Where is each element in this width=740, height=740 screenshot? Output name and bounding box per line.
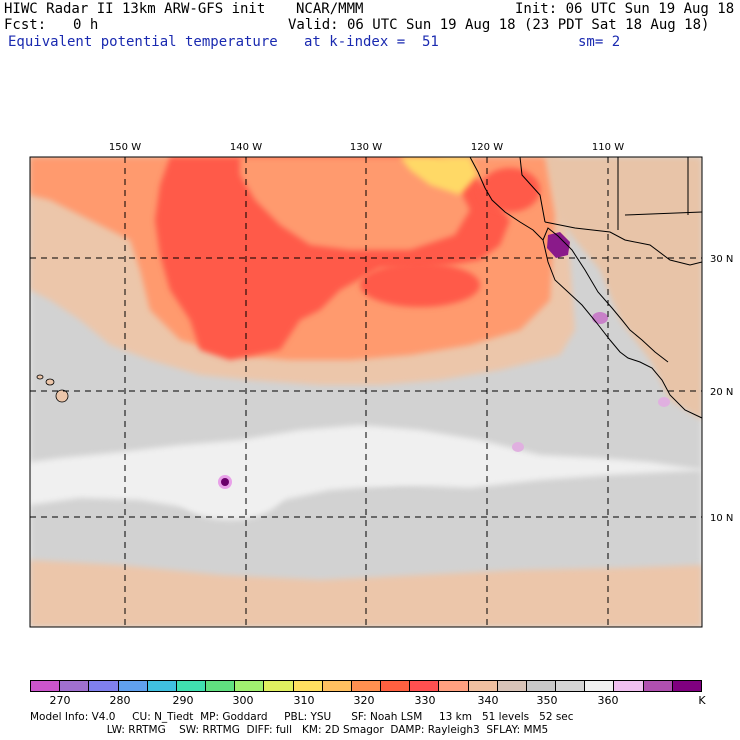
- field-tan-south: [30, 560, 702, 627]
- field-light-blob: [320, 440, 460, 484]
- west-coast-line: [469, 156, 703, 419]
- colorbar-swatch: [264, 681, 294, 691]
- lat-label-20n: 20 N: [710, 387, 733, 398]
- colorbar-swatch: [672, 681, 701, 691]
- theta-e-map: 150 W 140 W 130 W 120 W 110 W 30 N 20 N …: [29, 142, 733, 628]
- hurricane-eye: [221, 478, 229, 486]
- colorbar-swatch: [206, 681, 236, 691]
- forecast-label: Fcst:: [4, 17, 47, 33]
- colorbar-label-310: 310: [293, 694, 315, 707]
- colorbar-swatch: [60, 681, 90, 691]
- colorbar-swatch: [643, 681, 673, 691]
- field-red-blob: [360, 263, 480, 307]
- lon-label-130w: 130 W: [350, 142, 382, 153]
- colorbar-label-280: 280: [109, 694, 131, 707]
- hawaii-maui: [45, 378, 55, 386]
- colorbar: [30, 680, 702, 692]
- colorbar-swatch: [118, 681, 148, 691]
- lat-label-30n: 30 N: [710, 254, 733, 265]
- field-name: Equivalent potential temperature: [8, 34, 278, 50]
- colorbar-label-350: 350: [536, 694, 558, 707]
- level-info: at k-index = 51: [304, 34, 439, 50]
- org-label: NCAR/MMM: [296, 1, 364, 17]
- colorbar-swatch: [293, 681, 323, 691]
- field-purple-high: [547, 232, 570, 258]
- hawaii-islands: [36, 374, 69, 403]
- smoothing-info: sm= 2: [578, 34, 621, 50]
- field-tan-land: [545, 157, 702, 420]
- lon-label-120w: 120 W: [471, 142, 503, 153]
- baja-line: [542, 227, 669, 363]
- colorbar-swatch: [351, 681, 382, 691]
- colorbar-unit: K: [698, 694, 706, 707]
- init-time: Init: 06 UTC Sun 19 Aug 18: [515, 1, 735, 17]
- model-title: HIWC Radar II 13km ARW-GFS init: [4, 1, 266, 17]
- colorbar-label-290: 290: [172, 694, 194, 707]
- colorbar-swatch: [614, 681, 644, 691]
- colorbar-swatch: [381, 681, 411, 691]
- colorbar-swatch: [439, 681, 469, 691]
- field-salmon-inner: [240, 157, 470, 250]
- colorbar-swatch: [497, 681, 527, 691]
- colorbar-swatch: [556, 681, 586, 691]
- valid-time: Valid: 06 UTC Sun 19 Aug 18 (23 PDT Sat …: [288, 17, 710, 33]
- colorbar-swatch: [235, 681, 265, 691]
- colorbar-swatch: [468, 681, 498, 691]
- lon-label-110w: 110 W: [592, 142, 624, 153]
- field-yellow: [400, 157, 478, 195]
- footer-line-2: LW: RRTMG SW: RRTMG DIFF: full KM: 2D Sm…: [30, 724, 549, 736]
- footer-line-1: Model Info: V4.0 CU: N_Tiedt MP: Goddard…: [30, 711, 574, 723]
- lon-label-140w: 140 W: [230, 142, 262, 153]
- lat-label-10n: 10 N: [710, 513, 733, 524]
- colorbar-swatch: [31, 681, 61, 691]
- forecast-hour: 0 h: [73, 17, 99, 33]
- field-light-blob: [175, 460, 285, 520]
- colorbar-label-340: 340: [477, 694, 499, 707]
- colorbar-swatch: [322, 681, 352, 691]
- colorbar-label-320: 320: [353, 694, 375, 707]
- colorbar-label-360: 360: [597, 694, 619, 707]
- colorbar-swatch: [585, 681, 615, 691]
- state-border: [624, 211, 703, 216]
- field-pink-high: [592, 312, 608, 324]
- field-pink-high: [512, 442, 524, 452]
- colorbar-label-300: 300: [232, 694, 254, 707]
- graticule: [30, 157, 702, 627]
- colorbar-swatch: [89, 681, 119, 691]
- us-mexico-border: [544, 221, 703, 266]
- colorbar-swatch: [176, 681, 207, 691]
- hawaii-oahu: [36, 374, 44, 380]
- map-frame: [29, 156, 703, 628]
- colorbar-label-270: 270: [49, 694, 71, 707]
- colorbar-swatch: [410, 681, 440, 691]
- state-border: [519, 156, 546, 223]
- hawaii-big-island: [55, 389, 69, 403]
- colorbar-swatch: [147, 681, 177, 691]
- field-red-coast: [480, 168, 540, 212]
- coastlines: [469, 156, 703, 419]
- colorbar-label-330: 330: [414, 694, 436, 707]
- lon-label-150w: 150 W: [109, 142, 141, 153]
- field-pink-high: [658, 397, 670, 407]
- colorbar-swatch: [526, 681, 557, 691]
